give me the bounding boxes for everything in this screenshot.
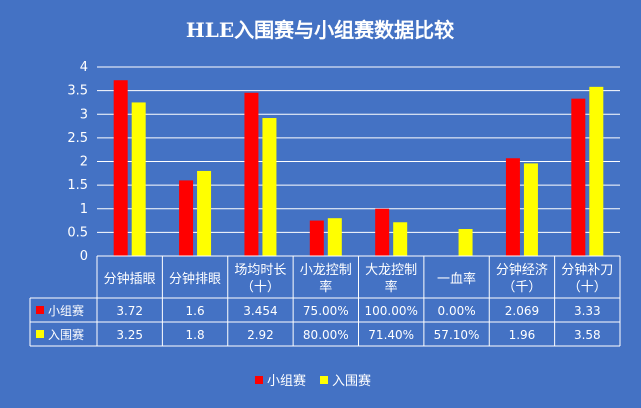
table-legend-key — [36, 330, 44, 338]
y-tick-label: 3.5 — [67, 84, 88, 99]
data-label: 3.58 — [574, 328, 601, 342]
data-label: 75.00% — [303, 304, 349, 318]
bar-series1 — [113, 80, 128, 256]
y-tick-label: 2 — [80, 155, 88, 170]
category-label: 一血率 — [437, 271, 476, 287]
bar-series2 — [589, 86, 604, 256]
data-table: 分钟插眼 分钟排眼场均时长（十）小龙控制率大龙控制率一血率分钟经济（千）分钟补刀（… — [29, 255, 621, 347]
category-label: 分钟排眼 — [169, 271, 221, 287]
legend-label: 小组赛 — [267, 373, 306, 389]
bar-series1 — [571, 98, 586, 256]
data-label: 3.72 — [116, 304, 143, 318]
data-label: 57.10% — [434, 328, 480, 342]
table-row-label: 小组赛 — [48, 303, 84, 318]
bar-series2 — [262, 118, 277, 256]
bar-series1 — [375, 208, 390, 256]
y-tick-label: 4 — [80, 60, 88, 75]
data-label: 1.96 — [509, 328, 536, 342]
category-label: 场均时长 — [234, 263, 286, 278]
chart-title: HLE入围赛与小组赛数据比较 — [186, 18, 454, 42]
data-label: 3.33 — [574, 304, 601, 318]
y-tick-label: 1 — [80, 202, 88, 217]
legend: 小组赛 入围赛 — [255, 373, 371, 389]
y-tick-label: 1.5 — [67, 178, 88, 193]
data-label: 1.6 — [186, 304, 205, 318]
category-label: 小龙控制 — [300, 263, 352, 278]
category-label: 分钟插眼 — [104, 271, 156, 287]
bar-series1 — [179, 180, 194, 256]
category-label: 分钟经济 — [496, 262, 548, 278]
bar-series2 — [393, 222, 408, 256]
table-row-label: 入围赛 — [48, 327, 84, 342]
bar-series1 — [505, 158, 520, 256]
category-label: 分钟补刀 — [561, 262, 613, 278]
bar-series1 — [244, 92, 259, 257]
data-label: 0.00% — [438, 304, 476, 318]
data-label: 2.069 — [505, 304, 539, 318]
bars — [113, 80, 604, 257]
category-label: 率 — [385, 279, 398, 295]
y-axis-ticks: 0 0.5 1 1.5 2 2.5 3 3.5 4 — [67, 60, 88, 264]
category-label: 率 — [319, 279, 332, 295]
bar-series2 — [523, 163, 538, 256]
bar-series2 — [327, 218, 342, 256]
legend-label: 入围赛 — [332, 373, 371, 389]
bar-series2 — [458, 229, 473, 256]
category-label: （十） — [241, 280, 280, 295]
gridlines — [97, 66, 620, 257]
data-label: 100.00% — [364, 304, 417, 318]
y-tick-label: 0.5 — [67, 225, 88, 240]
category-label: 大龙控制 — [365, 263, 417, 278]
y-tick-label: 3 — [80, 107, 88, 122]
data-label: 1.8 — [186, 328, 205, 342]
legend-key — [320, 376, 328, 384]
bar-series2 — [197, 170, 212, 256]
category-label: （十） — [568, 280, 607, 295]
data-label: 71.40% — [368, 328, 414, 342]
bar-series1 — [309, 220, 324, 256]
y-tick-label: 0 — [80, 249, 88, 264]
category-label: （千） — [502, 280, 541, 295]
data-label: 3.454 — [243, 304, 277, 318]
data-label: 80.00% — [303, 328, 349, 342]
y-tick-label: 2.5 — [67, 131, 88, 146]
bar-series2 — [131, 102, 146, 256]
data-label: 3.25 — [116, 328, 143, 342]
legend-key — [255, 376, 263, 384]
table-legend-key — [36, 306, 44, 314]
data-label: 2.92 — [247, 328, 274, 342]
